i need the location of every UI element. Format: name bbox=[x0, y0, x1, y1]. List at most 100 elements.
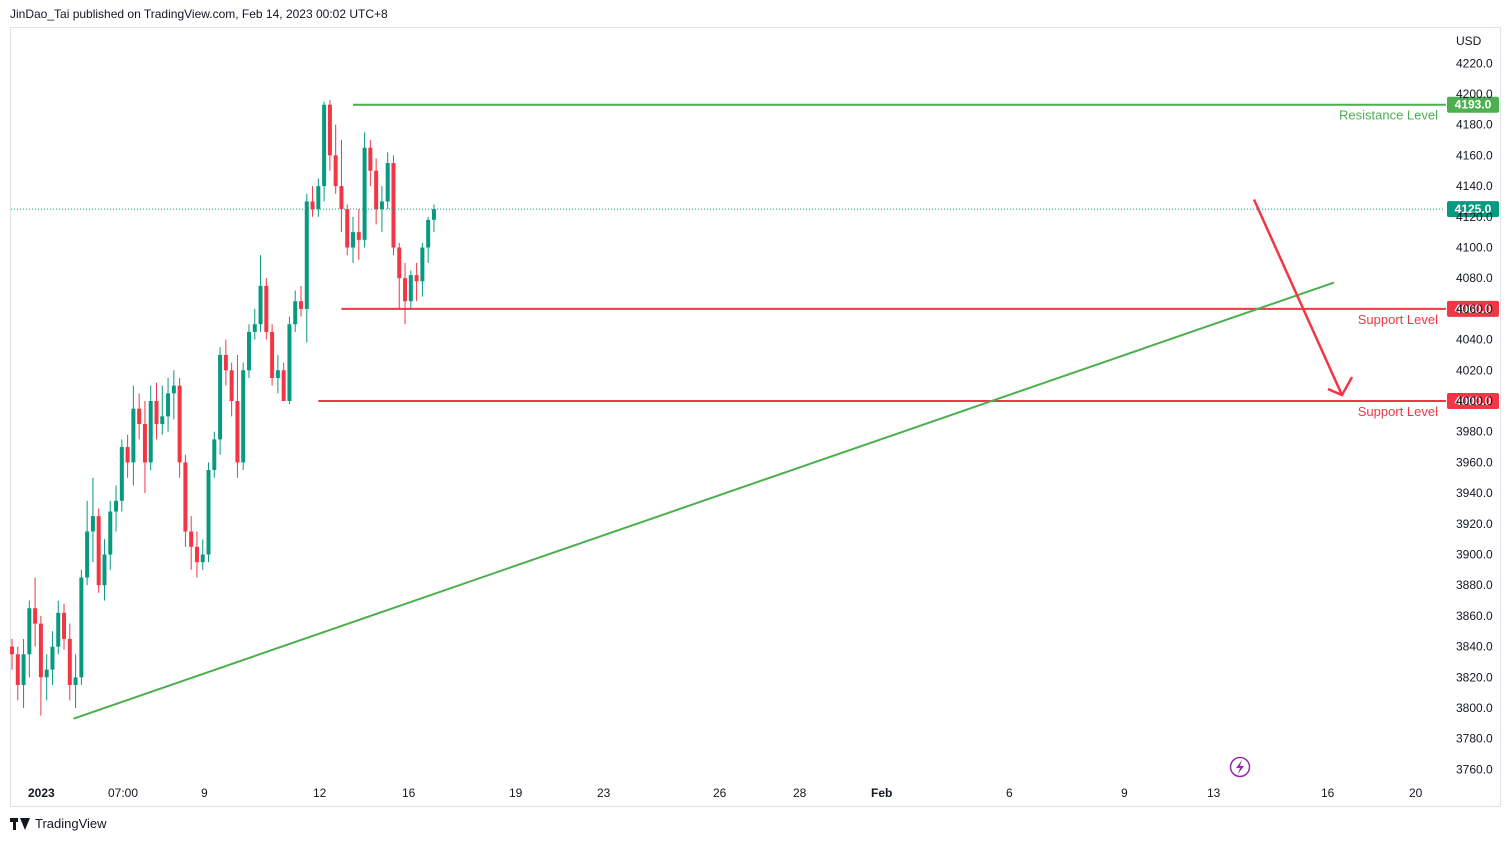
candle[interactable] bbox=[316, 178, 321, 217]
time-axis: 2023 07:00 9 12 16 19 23 26 28 Feb 6 9 13 16 20 bbox=[28, 786, 1423, 800]
candle[interactable] bbox=[252, 308, 257, 340]
candle[interactable] bbox=[304, 193, 309, 343]
candle[interactable] bbox=[374, 158, 379, 225]
candle[interactable] bbox=[223, 339, 228, 386]
candle-body bbox=[299, 301, 303, 309]
candle[interactable] bbox=[368, 140, 373, 187]
candle[interactable] bbox=[426, 216, 431, 263]
candle[interactable] bbox=[246, 324, 251, 378]
candle[interactable] bbox=[56, 600, 61, 655]
candle[interactable] bbox=[293, 290, 298, 332]
candle[interactable] bbox=[408, 270, 413, 309]
candle[interactable] bbox=[166, 377, 171, 432]
projection-arrow[interactable] bbox=[1252, 199, 1354, 397]
candle[interactable] bbox=[310, 186, 315, 217]
x-tick-label: 20 bbox=[1409, 786, 1423, 800]
candle[interactable] bbox=[15, 646, 20, 701]
candle[interactable] bbox=[200, 539, 205, 570]
candle[interactable] bbox=[333, 124, 338, 194]
y-tick-label: 4200.0 bbox=[1456, 87, 1493, 101]
candle-body bbox=[212, 439, 217, 471]
candle[interactable] bbox=[258, 255, 263, 332]
candle[interactable] bbox=[403, 262, 408, 325]
candle[interactable] bbox=[27, 600, 32, 678]
trend-line[interactable] bbox=[73, 281, 1335, 720]
candle[interactable] bbox=[90, 477, 95, 563]
candle[interactable] bbox=[125, 434, 130, 478]
candle[interactable] bbox=[154, 382, 159, 440]
candle[interactable] bbox=[241, 362, 246, 471]
candle-body bbox=[73, 677, 78, 685]
candle[interactable] bbox=[345, 204, 350, 256]
candle[interactable] bbox=[379, 186, 384, 233]
candle[interactable] bbox=[275, 354, 280, 394]
candle[interactable] bbox=[50, 631, 55, 685]
candle[interactable] bbox=[229, 362, 234, 417]
candle[interactable] bbox=[137, 393, 142, 440]
support-level-label: Support Level bbox=[1358, 312, 1438, 327]
candle[interactable] bbox=[102, 539, 107, 601]
candle[interactable] bbox=[235, 354, 240, 478]
y-tick-label: 3940.0 bbox=[1456, 486, 1493, 500]
candle[interactable] bbox=[160, 385, 165, 435]
candle[interactable] bbox=[351, 216, 356, 263]
candle[interactable] bbox=[33, 577, 38, 647]
candle-body bbox=[397, 247, 402, 279]
candle[interactable] bbox=[108, 500, 113, 570]
candle[interactable] bbox=[212, 431, 217, 478]
candle[interactable] bbox=[339, 140, 344, 233]
candle[interactable] bbox=[385, 152, 390, 210]
candle[interactable] bbox=[270, 324, 275, 386]
candle[interactable] bbox=[38, 615, 43, 716]
candle[interactable] bbox=[142, 401, 147, 494]
candle[interactable] bbox=[85, 500, 90, 586]
candle-body bbox=[200, 554, 205, 563]
candle[interactable] bbox=[44, 654, 49, 701]
candle[interactable] bbox=[194, 531, 199, 578]
x-tick-label: 16 bbox=[1321, 786, 1335, 800]
candle-body bbox=[275, 370, 280, 378]
candle[interactable] bbox=[10, 638, 14, 670]
candle[interactable] bbox=[322, 101, 327, 202]
candle[interactable] bbox=[362, 132, 367, 248]
candle[interactable] bbox=[414, 262, 419, 302]
candle-body bbox=[391, 163, 396, 248]
candle[interactable] bbox=[264, 278, 269, 340]
candle[interactable] bbox=[287, 316, 292, 405]
candle[interactable] bbox=[397, 242, 402, 309]
support-level-label: Support Level bbox=[1358, 404, 1438, 419]
candle-body bbox=[27, 608, 32, 655]
lightning-icon[interactable] bbox=[1229, 756, 1251, 778]
candle[interactable] bbox=[62, 603, 67, 650]
candle[interactable] bbox=[79, 569, 84, 685]
candle[interactable] bbox=[299, 285, 303, 317]
candle[interactable] bbox=[281, 362, 286, 401]
candle[interactable] bbox=[21, 638, 26, 708]
price-axis: 4220.0 4200.0 4180.0 4160.0 4140.0 4120.0 4100… bbox=[1456, 56, 1493, 776]
candle[interactable] bbox=[420, 242, 425, 297]
candle-body bbox=[125, 447, 130, 463]
candle[interactable] bbox=[96, 508, 101, 593]
candle[interactable] bbox=[431, 204, 436, 233]
candle[interactable] bbox=[327, 100, 332, 171]
candle[interactable] bbox=[148, 385, 153, 471]
candle[interactable] bbox=[67, 623, 72, 701]
candle[interactable] bbox=[391, 155, 396, 256]
candle[interactable] bbox=[119, 439, 124, 512]
arrow-shaft bbox=[1252, 199, 1344, 396]
candle[interactable] bbox=[206, 462, 211, 563]
candle-body bbox=[90, 516, 95, 532]
candle[interactable] bbox=[356, 209, 361, 260]
candle[interactable] bbox=[189, 516, 194, 570]
candle[interactable] bbox=[73, 654, 78, 708]
candle[interactable] bbox=[131, 385, 136, 486]
candle[interactable] bbox=[171, 370, 176, 420]
candle-body bbox=[137, 408, 142, 425]
candle[interactable] bbox=[218, 347, 223, 455]
candle[interactable] bbox=[183, 454, 188, 547]
drawing-layer: Resistance Level 4193.0 Support Level 4060.… bbox=[11, 96, 1499, 720]
candle[interactable] bbox=[177, 377, 182, 478]
x-tick-label: 9 bbox=[1121, 786, 1128, 800]
candle[interactable] bbox=[114, 485, 119, 532]
